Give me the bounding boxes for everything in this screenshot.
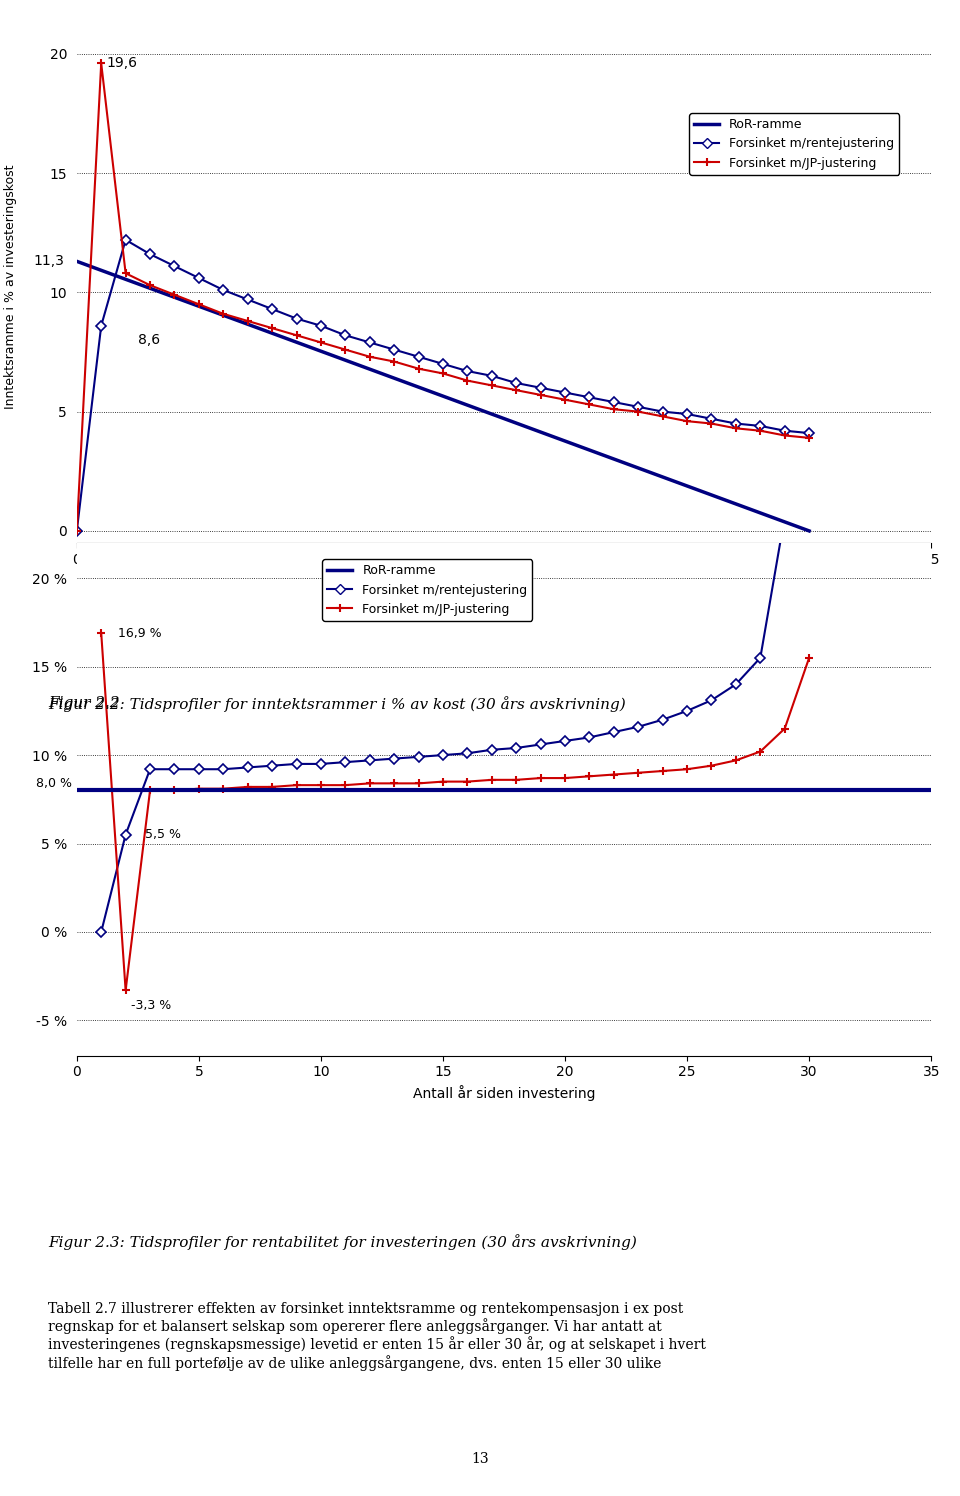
Text: Tabell 2.7 illustrerer effekten av forsinket inntektsramme og rentekompensasjon : Tabell 2.7 illustrerer effekten av forsi… — [48, 1302, 706, 1370]
Text: Figur 2.2: Figur 2.2 — [48, 696, 120, 709]
Text: Figur 2.3: Tidsprofiler for rentabilitet for investeringen (30 års avskrivning): Figur 2.3: Tidsprofiler for rentabilitet… — [48, 1234, 636, 1251]
Text: 13: 13 — [471, 1453, 489, 1466]
Text: -3,3 %: -3,3 % — [131, 999, 171, 1013]
Text: 16,9 %: 16,9 % — [118, 627, 162, 639]
Text: Figur 2.2: Tidsprofiler for inntektsrammer i % av kost (30 års avskrivning): Figur 2.2: Tidsprofiler for inntektsramm… — [48, 696, 626, 712]
Y-axis label: Inntektsramme i % av investeringskost: Inntektsramme i % av investeringskost — [4, 165, 17, 408]
X-axis label: Antall år siden investering: Antall år siden investering — [413, 1085, 595, 1101]
Legend: RoR-ramme, Forsinket m/rentejustering, Forsinket m/JP-justering: RoR-ramme, Forsinket m/rentejustering, F… — [689, 114, 900, 175]
Text: 8,0 %: 8,0 % — [36, 778, 72, 790]
Legend: RoR-ramme, Forsinket m/rentejustering, Forsinket m/JP-justering: RoR-ramme, Forsinket m/rentejustering, F… — [323, 560, 533, 621]
X-axis label: Antall år siden investering: Antall år siden investering — [413, 571, 595, 588]
Text: 19,6: 19,6 — [107, 57, 137, 70]
Text: 11,3: 11,3 — [34, 254, 64, 268]
Text: 5,5 %: 5,5 % — [145, 829, 181, 841]
Text: 8,6: 8,6 — [138, 334, 160, 347]
